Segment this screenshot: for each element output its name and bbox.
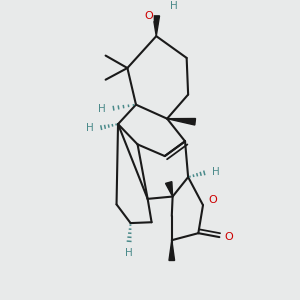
Polygon shape bbox=[169, 240, 175, 260]
Text: O: O bbox=[224, 232, 233, 242]
Text: H: H bbox=[125, 248, 133, 258]
Text: H: H bbox=[98, 103, 106, 114]
Polygon shape bbox=[167, 118, 196, 125]
Text: H: H bbox=[170, 1, 178, 11]
Text: O: O bbox=[144, 11, 153, 21]
Polygon shape bbox=[166, 182, 172, 196]
Text: O: O bbox=[208, 196, 217, 206]
Text: H: H bbox=[212, 167, 219, 177]
Text: H: H bbox=[86, 123, 94, 133]
Polygon shape bbox=[153, 16, 160, 36]
